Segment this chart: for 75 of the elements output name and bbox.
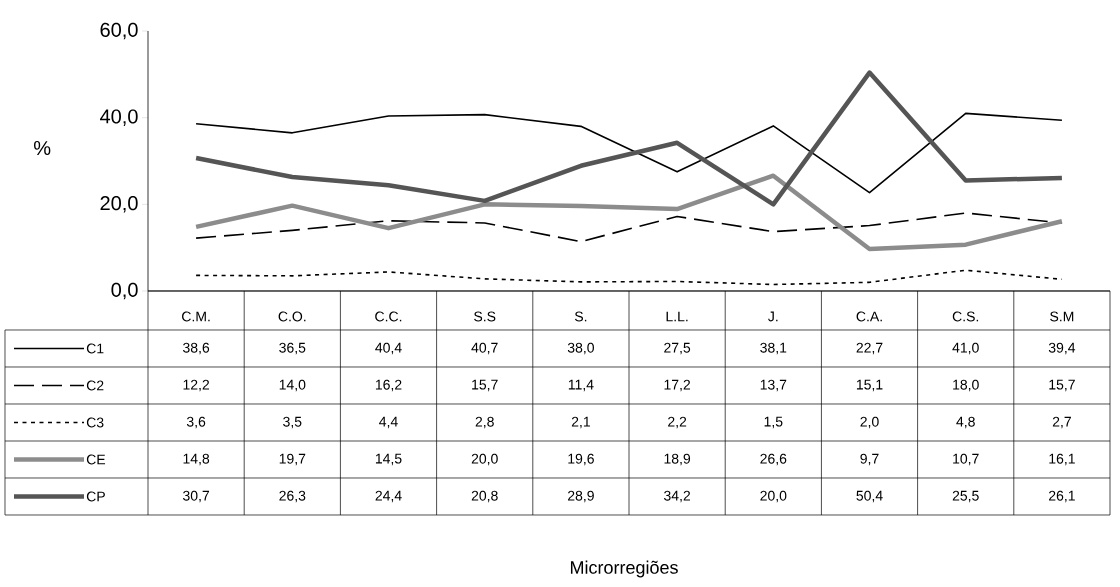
data-label: 38,6	[183, 342, 210, 355]
data-label: 38,1	[760, 342, 787, 355]
data-label: 13,7	[760, 379, 787, 392]
y-axis-title: %	[33, 141, 51, 155]
y-tick-label: 20,0	[100, 196, 138, 213]
data-label: 41,0	[952, 342, 979, 355]
legend-label: C3	[86, 417, 104, 428]
data-label: 18,0	[953, 379, 979, 392]
line-series	[193, 173, 1065, 252]
data-label: 3,6	[186, 416, 206, 429]
line-series	[195, 269, 1063, 286]
data-label: 40,4	[375, 342, 402, 355]
data-label: 22,7	[856, 342, 883, 355]
line-series	[195, 112, 1063, 194]
data-label: 17,2	[664, 379, 691, 392]
x-tick-label: C.A.	[856, 311, 882, 322]
data-label: 26,3	[279, 490, 306, 503]
line-series	[193, 70, 1065, 207]
data-label: 2,7	[1052, 416, 1071, 429]
data-label: 25,5	[952, 490, 979, 503]
data-label: 15,1	[856, 379, 883, 392]
data-label: 28,9	[567, 490, 594, 503]
data-label: 2,1	[571, 416, 590, 429]
data-label: 24,4	[375, 490, 402, 503]
data-label: 30,7	[183, 490, 210, 503]
data-label: 4,4	[379, 416, 398, 429]
data-label: 15,7	[1049, 379, 1075, 392]
data-label: 3,5	[283, 416, 302, 429]
data-label: 26,1	[1048, 490, 1075, 503]
data-label: 27,5	[664, 342, 691, 355]
data-label: 34,2	[664, 490, 691, 503]
data-label: 50,4	[856, 490, 883, 503]
data-label: 38,0	[567, 342, 594, 355]
data-label: 18,9	[664, 453, 691, 466]
data-label: 40,7	[471, 342, 498, 355]
legend-label: C2	[86, 380, 104, 391]
x-tick-label: S.	[574, 311, 587, 322]
data-label: 39,4	[1048, 342, 1076, 355]
x-tick-label: C.C.	[375, 311, 402, 322]
data-label: 36,5	[279, 342, 306, 355]
data-label: 10,7	[953, 453, 979, 466]
data-label: 20,0	[471, 453, 498, 466]
x-tick-label: S.M	[1050, 311, 1074, 322]
y-tick-label: 0,0	[111, 282, 138, 300]
legend-label: CE	[86, 454, 106, 465]
data-label: 14,5	[375, 453, 402, 466]
x-tick-label: S.S	[474, 311, 496, 322]
x-tick-label: L.L.	[666, 311, 688, 322]
x-tick-label: C.O.	[278, 311, 306, 322]
data-label: 26,6	[760, 453, 787, 466]
data-label: 19,7	[279, 453, 306, 466]
data-label: 12,2	[183, 379, 210, 392]
data-label: 20,0	[760, 490, 787, 503]
x-tick-label: C.M.	[182, 311, 210, 322]
text: Microrregiões	[570, 560, 678, 578]
data-label: 16,2	[375, 379, 402, 392]
y-tick-label: 40,0	[100, 109, 138, 126]
data-label: 20,8	[471, 490, 498, 503]
data-label: 14,0	[279, 379, 306, 392]
legend-label: C1	[86, 343, 104, 354]
data-label: 2,2	[668, 416, 687, 429]
y-tick-label: 60,0	[100, 22, 138, 40]
data-label: 4,8	[956, 416, 975, 429]
data-label: 14,8	[183, 453, 210, 466]
x-tick-label: C.S.	[952, 311, 979, 322]
data-label: 2,0	[860, 416, 879, 429]
data-label: 1,5	[764, 416, 783, 429]
legend-label: CP	[86, 491, 105, 502]
x-tick-label: J.	[768, 311, 778, 322]
data-label: 2,8	[475, 416, 494, 429]
data-label: 19,6	[568, 453, 594, 466]
data-label: 9,7	[860, 453, 879, 466]
data-label: 16,1	[1049, 453, 1075, 466]
data-label: 11,4	[568, 379, 594, 392]
data-label: 15,7	[472, 379, 498, 392]
